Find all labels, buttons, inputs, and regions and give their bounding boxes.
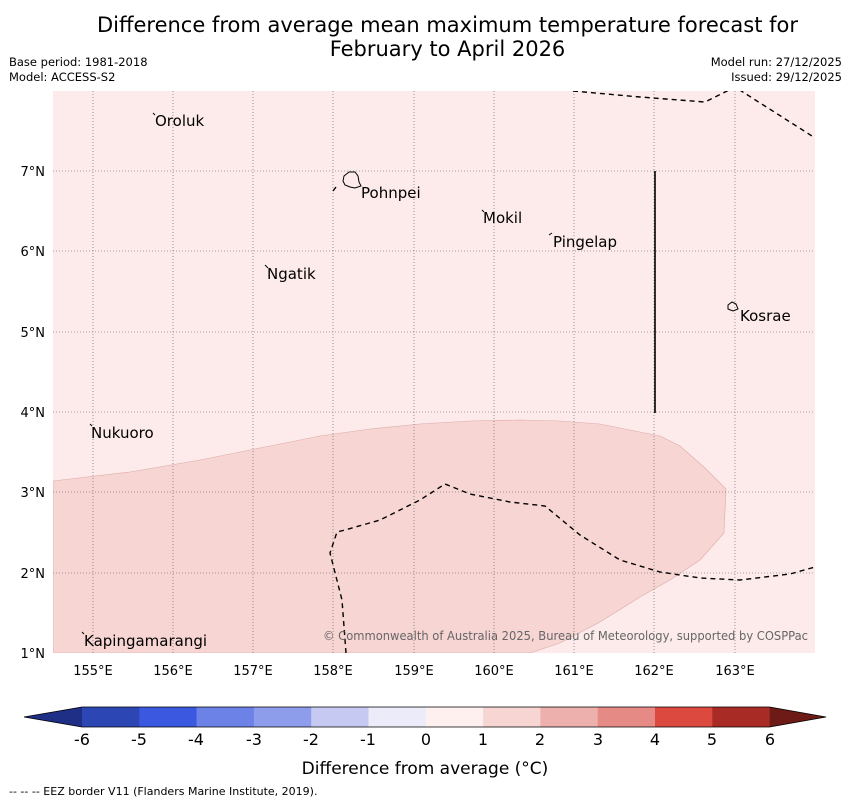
lon-label-159e: 159°E	[394, 664, 434, 679]
colorbar-tick-label: -5	[131, 730, 147, 749]
place-label-ngatik: Ngatik	[267, 265, 316, 283]
colorbar-segment	[483, 707, 541, 727]
title-line-1: Difference from average mean maximum tem…	[97, 13, 798, 37]
place-label-oroluk: Oroluk	[155, 112, 204, 130]
colorbar	[23, 706, 827, 728]
colorbar-segment	[368, 707, 427, 727]
colorbar-tick-label: -2	[303, 730, 319, 749]
lon-label-156e: 156°E	[153, 664, 193, 679]
colorbar-tick-label: 0	[421, 730, 431, 749]
colorbar-tick-label: -4	[188, 730, 204, 749]
colorbar-segment	[82, 707, 140, 727]
place-label-kosrae: Kosrae	[740, 307, 791, 325]
colorbar-tick-label: 3	[593, 730, 603, 749]
colorbar-segment	[311, 707, 369, 727]
colorbar-tick-label: 1	[478, 730, 488, 749]
place-label-mokil: Mokil	[483, 209, 522, 227]
lon-label-157e: 157°E	[233, 664, 273, 679]
pingelap-island	[548, 232, 553, 236]
lon-label-162e: 162°E	[634, 664, 674, 679]
meta-right: Model run: 27/12/2025 Issued: 29/12/2025	[711, 55, 842, 85]
colorbar-tick-label: -1	[360, 730, 376, 749]
place-label-pohnpei: Pohnpei	[361, 184, 421, 202]
colorbar-tick-label: 2	[535, 730, 545, 749]
colorbar-extend-low	[24, 707, 82, 727]
oroluk-island	[152, 112, 156, 116]
eez-borders	[329, 91, 815, 653]
colorbar-segment	[425, 707, 484, 727]
colorbar-segment	[253, 707, 312, 727]
colorbar-extend-high	[769, 707, 826, 727]
place-label-pingelap: Pingelap	[553, 233, 617, 251]
lat-label-5n: 5°N	[21, 326, 46, 341]
lon-label-163e: 163°E	[715, 664, 755, 679]
model-run: Model run: 27/12/2025	[710, 55, 842, 69]
colorbar-tick-label: 4	[650, 730, 660, 749]
nukuoro-island	[89, 423, 93, 427]
copyright-notice: © Commonwealth of Australia 2025, Bureau…	[323, 629, 808, 643]
colorbar-tick-label: -6	[74, 730, 90, 749]
issued-date: Issued: 29/12/2025	[731, 70, 842, 84]
colorbar-segment	[196, 707, 255, 727]
kosrae-island	[727, 301, 739, 312]
colorbar-segment	[597, 707, 656, 727]
lat-label-6n: 6°N	[21, 245, 46, 260]
lat-label-3n: 3°N	[21, 486, 46, 501]
lat-label-1n: 1°N	[21, 647, 46, 662]
colorbar-label: Difference from average (°C)	[302, 759, 549, 779]
lat-label-7n: 7°N	[21, 165, 46, 180]
lat-label-2n: 2°N	[21, 567, 46, 582]
colorbar-tick-label: 6	[765, 730, 775, 749]
lon-label-160e: 160°E	[474, 664, 514, 679]
base-period: Base period: 1981-2018	[9, 55, 148, 69]
lon-label-158e: 158°E	[313, 664, 353, 679]
place-label-kapingamarangi: Kapingamarangi	[84, 632, 207, 650]
lat-label-4n: 4°N	[21, 406, 46, 421]
colorbar-segment	[655, 707, 713, 727]
colorbar-tick-label: -3	[246, 730, 262, 749]
eez-legend-footer: -- -- -- EEZ border V11 (Flanders Marine…	[9, 785, 318, 798]
colorbar-segment	[139, 707, 197, 727]
colorbar-segment	[712, 707, 770, 727]
mokil-island	[481, 209, 485, 213]
title-line-2: February to April 2026	[329, 37, 566, 61]
colorbar-tick-label: 5	[707, 730, 717, 749]
pohnpei-island	[342, 171, 362, 189]
islands	[81, 112, 739, 635]
place-label-nukuoro: Nukuoro	[91, 424, 154, 442]
colorbar-ticks: -6 -5 -4 -3 -2 -1 0 1 2 3 4 5 6	[74, 730, 775, 749]
lon-label-161e: 161°E	[554, 664, 594, 679]
meta-left: Base period: 1981-2018 Model: ACCESS-S2	[9, 55, 148, 85]
kapingamarangi-island	[81, 631, 85, 635]
colorbar-segment	[540, 707, 598, 727]
anomaly-region-1-to-2	[53, 419, 727, 653]
ngatik-island	[264, 264, 269, 269]
colorbar-outline	[23, 706, 827, 728]
model-name: Model: ACCESS-S2	[9, 70, 116, 84]
chart-title: Difference from average mean maximum tem…	[0, 13, 850, 61]
graticule	[53, 91, 815, 653]
lon-label-155e: 155°E	[73, 664, 113, 679]
